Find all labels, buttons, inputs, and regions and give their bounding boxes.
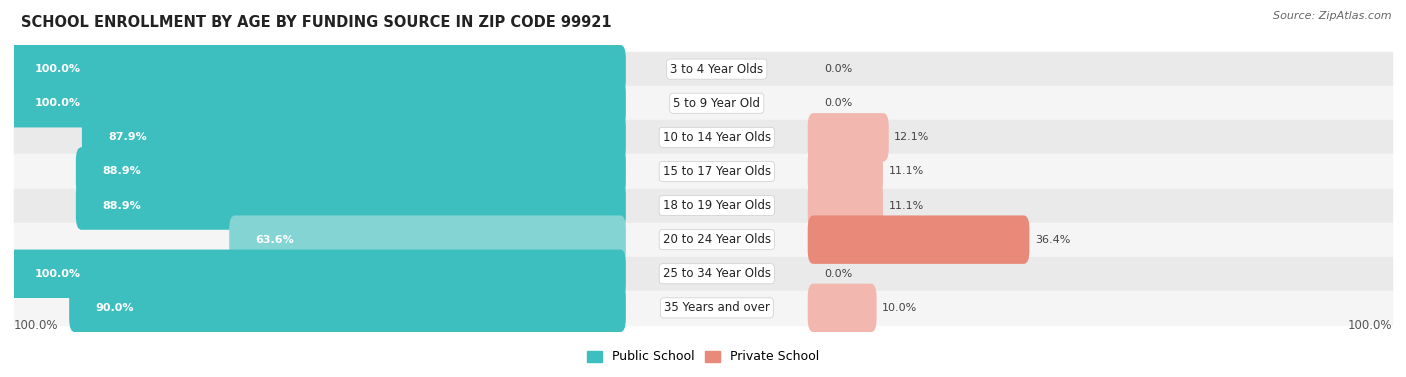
Text: 87.9%: 87.9% [108, 132, 146, 143]
Text: SCHOOL ENROLLMENT BY AGE BY FUNDING SOURCE IN ZIP CODE 99921: SCHOOL ENROLLMENT BY AGE BY FUNDING SOUR… [21, 15, 612, 30]
Bar [14, 52, 1392, 86]
Text: 100.0%: 100.0% [35, 98, 80, 108]
FancyBboxPatch shape [8, 45, 626, 93]
Text: 100.0%: 100.0% [35, 64, 80, 74]
Bar [14, 291, 1392, 325]
Text: 3 to 4 Year Olds: 3 to 4 Year Olds [671, 63, 763, 76]
Text: 5 to 9 Year Old: 5 to 9 Year Old [673, 97, 761, 110]
Text: 18 to 19 Year Olds: 18 to 19 Year Olds [662, 199, 770, 212]
Text: 11.1%: 11.1% [889, 166, 924, 176]
Text: 25 to 34 Year Olds: 25 to 34 Year Olds [662, 267, 770, 280]
FancyBboxPatch shape [229, 215, 626, 264]
Text: 12.1%: 12.1% [894, 132, 929, 143]
FancyBboxPatch shape [8, 250, 626, 298]
Text: 0.0%: 0.0% [824, 64, 852, 74]
FancyBboxPatch shape [8, 79, 626, 127]
Text: 10 to 14 Year Olds: 10 to 14 Year Olds [662, 131, 770, 144]
Bar [14, 86, 1392, 120]
Bar [14, 257, 1392, 291]
Legend: Public School, Private School: Public School, Private School [582, 345, 824, 368]
Bar [14, 222, 1392, 257]
Text: 36.4%: 36.4% [1035, 234, 1070, 245]
Text: 15 to 17 Year Olds: 15 to 17 Year Olds [662, 165, 770, 178]
Text: 90.0%: 90.0% [96, 303, 134, 313]
FancyBboxPatch shape [807, 215, 1029, 264]
Text: 11.1%: 11.1% [889, 201, 924, 211]
Bar [14, 120, 1392, 155]
FancyBboxPatch shape [807, 147, 883, 196]
FancyBboxPatch shape [82, 113, 626, 162]
Text: Source: ZipAtlas.com: Source: ZipAtlas.com [1274, 11, 1392, 21]
FancyBboxPatch shape [76, 147, 626, 196]
Text: 100.0%: 100.0% [14, 319, 59, 333]
Bar [14, 155, 1392, 188]
Text: 88.9%: 88.9% [103, 201, 141, 211]
Text: 88.9%: 88.9% [103, 166, 141, 176]
Text: 0.0%: 0.0% [824, 98, 852, 108]
Text: 100.0%: 100.0% [1347, 319, 1392, 333]
Text: 100.0%: 100.0% [35, 269, 80, 279]
FancyBboxPatch shape [807, 181, 883, 230]
FancyBboxPatch shape [807, 113, 889, 162]
Text: 35 Years and over: 35 Years and over [664, 301, 769, 314]
Text: 10.0%: 10.0% [882, 303, 917, 313]
Text: 20 to 24 Year Olds: 20 to 24 Year Olds [662, 233, 770, 246]
Text: 0.0%: 0.0% [824, 269, 852, 279]
Text: 63.6%: 63.6% [256, 234, 294, 245]
Bar [14, 188, 1392, 222]
FancyBboxPatch shape [807, 284, 876, 332]
FancyBboxPatch shape [69, 284, 626, 332]
FancyBboxPatch shape [76, 181, 626, 230]
